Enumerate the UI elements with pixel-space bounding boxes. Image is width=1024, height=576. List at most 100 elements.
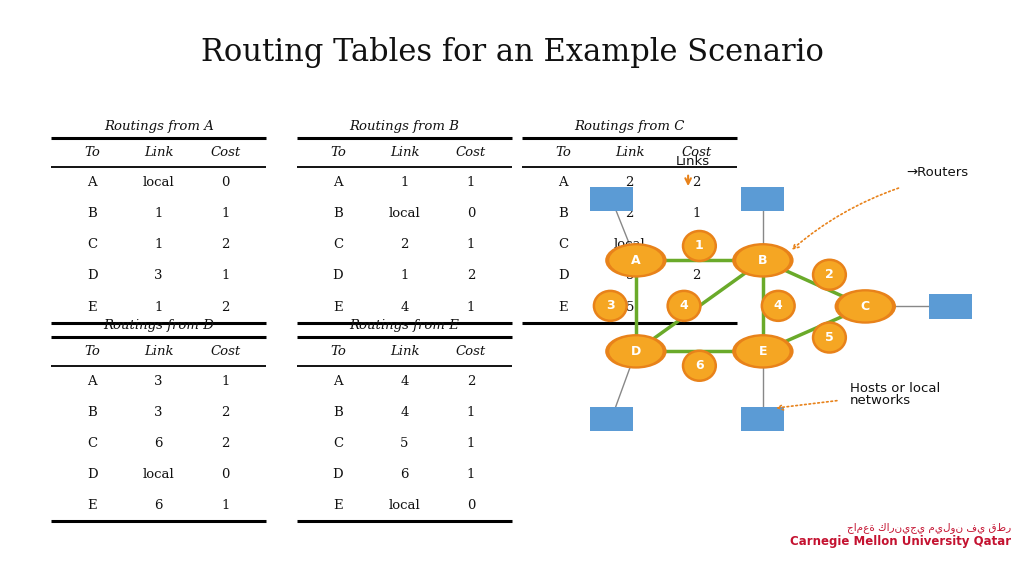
Text: A: A	[333, 375, 343, 388]
Ellipse shape	[813, 323, 846, 353]
FancyBboxPatch shape	[741, 187, 784, 211]
Text: E: E	[87, 499, 97, 512]
Text: 4: 4	[680, 300, 688, 312]
Text: 2: 2	[221, 437, 229, 450]
Circle shape	[732, 243, 794, 278]
Text: 5: 5	[825, 331, 834, 344]
Ellipse shape	[813, 260, 846, 290]
Text: Routings from B: Routings from B	[349, 120, 460, 133]
Text: Link: Link	[144, 146, 173, 159]
Text: 2: 2	[400, 238, 409, 251]
Text: local: local	[388, 207, 421, 220]
Text: B: B	[558, 207, 568, 220]
Text: Cost: Cost	[681, 146, 712, 159]
Circle shape	[605, 334, 667, 369]
Text: 1: 1	[155, 301, 163, 313]
Ellipse shape	[683, 351, 716, 381]
Text: 4: 4	[774, 300, 782, 312]
Text: 5: 5	[626, 270, 634, 282]
Text: A: A	[87, 176, 97, 189]
Text: D: D	[333, 468, 343, 481]
Text: To: To	[84, 345, 100, 358]
Text: E: E	[759, 345, 767, 358]
FancyBboxPatch shape	[929, 294, 972, 319]
Text: 1: 1	[155, 207, 163, 220]
Circle shape	[839, 291, 892, 321]
Text: A: A	[87, 375, 97, 388]
Text: 2: 2	[221, 301, 229, 313]
Text: 2: 2	[467, 270, 475, 282]
Text: Routings from E: Routings from E	[349, 319, 460, 332]
Circle shape	[732, 334, 794, 369]
Text: C: C	[861, 300, 869, 313]
Text: 3: 3	[155, 375, 163, 388]
Text: local: local	[613, 238, 646, 251]
Text: 6: 6	[695, 359, 703, 372]
Circle shape	[736, 336, 790, 366]
Ellipse shape	[668, 291, 700, 321]
Text: local: local	[142, 176, 175, 189]
Text: B: B	[333, 406, 343, 419]
FancyBboxPatch shape	[590, 187, 633, 211]
Text: 1: 1	[155, 238, 163, 251]
Text: 0: 0	[221, 176, 229, 189]
Circle shape	[609, 336, 663, 366]
Text: 2: 2	[692, 270, 700, 282]
Text: 0: 0	[221, 468, 229, 481]
Text: To: To	[330, 146, 346, 159]
Text: →Routers: →Routers	[906, 166, 969, 179]
Circle shape	[736, 245, 790, 275]
Text: 0: 0	[692, 238, 700, 251]
Text: Carnegie Mellon University Qatar: Carnegie Mellon University Qatar	[790, 535, 1011, 548]
Text: D: D	[631, 345, 641, 358]
Text: 0: 0	[467, 207, 475, 220]
Text: 3: 3	[155, 270, 163, 282]
Text: A: A	[631, 254, 641, 267]
Text: 5: 5	[400, 437, 409, 450]
Text: 6: 6	[155, 499, 163, 512]
Text: E: E	[333, 499, 343, 512]
Text: B: B	[333, 207, 343, 220]
Text: 2: 2	[221, 238, 229, 251]
Text: local: local	[388, 499, 421, 512]
Text: 1: 1	[400, 270, 409, 282]
Text: 1: 1	[695, 240, 703, 252]
Text: C: C	[333, 238, 343, 251]
Text: Cost: Cost	[456, 146, 486, 159]
Text: 1: 1	[467, 238, 475, 251]
Text: networks: networks	[850, 394, 911, 407]
Text: C: C	[333, 437, 343, 450]
FancyBboxPatch shape	[741, 407, 784, 431]
Text: 1: 1	[221, 270, 229, 282]
Text: Cost: Cost	[210, 345, 241, 358]
Text: 3: 3	[155, 406, 163, 419]
Text: Routings from D: Routings from D	[103, 319, 214, 332]
Text: Cost: Cost	[456, 345, 486, 358]
Text: Cost: Cost	[210, 146, 241, 159]
Text: 1: 1	[400, 176, 409, 189]
Text: Link: Link	[390, 146, 419, 159]
Text: 3: 3	[606, 300, 614, 312]
Text: 4: 4	[400, 301, 409, 313]
Text: 6: 6	[400, 468, 409, 481]
Text: B: B	[87, 207, 97, 220]
Text: 1: 1	[467, 301, 475, 313]
Text: B: B	[87, 406, 97, 419]
Text: E: E	[558, 301, 568, 313]
Text: C: C	[87, 238, 97, 251]
Text: C: C	[558, 238, 568, 251]
Circle shape	[609, 245, 663, 275]
Text: 1: 1	[221, 375, 229, 388]
Text: 1: 1	[221, 499, 229, 512]
Text: E: E	[87, 301, 97, 313]
Ellipse shape	[683, 231, 716, 261]
Circle shape	[605, 243, 667, 278]
Text: جامعة كارنيجي ميلون في قطر: جامعة كارنيجي ميلون في قطر	[847, 522, 1011, 533]
Text: 2: 2	[692, 176, 700, 189]
Text: 1: 1	[467, 468, 475, 481]
Text: D: D	[87, 270, 97, 282]
Text: Routings from C: Routings from C	[574, 120, 685, 133]
Text: 1: 1	[467, 406, 475, 419]
Text: To: To	[330, 345, 346, 358]
Text: 6: 6	[155, 437, 163, 450]
